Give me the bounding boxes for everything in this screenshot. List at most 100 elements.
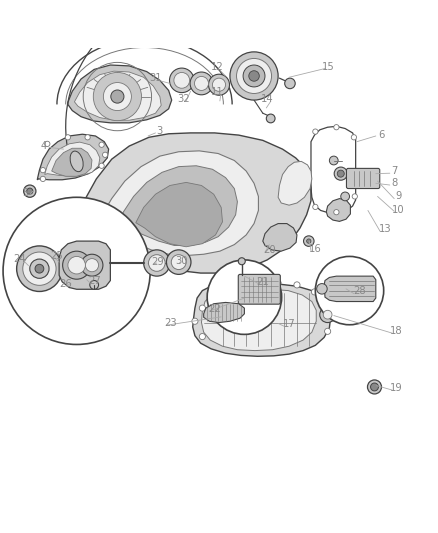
Circle shape [199, 334, 205, 340]
Text: 30: 30 [176, 256, 188, 266]
Circle shape [170, 68, 194, 93]
Circle shape [190, 72, 213, 95]
Circle shape [294, 282, 300, 288]
Polygon shape [278, 161, 312, 205]
Circle shape [311, 289, 318, 295]
Circle shape [199, 305, 205, 311]
Circle shape [334, 167, 347, 180]
Text: 6: 6 [378, 130, 384, 140]
Polygon shape [201, 288, 316, 351]
Circle shape [255, 280, 261, 286]
Circle shape [329, 156, 338, 165]
Circle shape [320, 307, 336, 322]
Circle shape [315, 256, 384, 325]
Circle shape [27, 188, 33, 194]
Polygon shape [68, 65, 172, 123]
Circle shape [45, 141, 50, 147]
Circle shape [325, 301, 331, 307]
Text: 28: 28 [353, 286, 365, 296]
Circle shape [317, 284, 327, 294]
Circle shape [65, 135, 71, 140]
Circle shape [3, 197, 150, 344]
Text: 20: 20 [263, 245, 276, 255]
Text: 9: 9 [396, 191, 402, 201]
Polygon shape [324, 276, 376, 302]
Circle shape [40, 167, 46, 173]
Text: 10: 10 [392, 205, 405, 215]
Circle shape [24, 185, 36, 197]
Text: 5: 5 [22, 188, 28, 198]
Text: 26: 26 [59, 279, 72, 289]
Circle shape [334, 209, 339, 215]
Text: 3: 3 [157, 126, 163, 136]
Circle shape [102, 152, 108, 157]
Circle shape [326, 314, 332, 320]
FancyBboxPatch shape [346, 168, 380, 189]
Text: 27: 27 [88, 276, 101, 286]
Polygon shape [204, 302, 244, 322]
Text: 23: 23 [165, 318, 177, 328]
Polygon shape [116, 166, 237, 246]
Circle shape [85, 135, 90, 140]
Text: 14: 14 [261, 94, 273, 104]
Circle shape [166, 250, 191, 274]
Ellipse shape [70, 151, 83, 172]
Circle shape [148, 255, 165, 271]
Circle shape [371, 383, 378, 391]
Circle shape [63, 251, 91, 279]
Circle shape [68, 256, 85, 274]
Circle shape [90, 280, 99, 289]
Circle shape [249, 71, 259, 81]
Circle shape [304, 236, 314, 246]
Text: 29: 29 [151, 257, 164, 267]
Text: 21: 21 [256, 277, 269, 287]
Circle shape [341, 192, 350, 201]
Circle shape [313, 204, 318, 209]
Circle shape [325, 328, 331, 334]
Text: 32: 32 [178, 94, 190, 104]
Circle shape [237, 59, 272, 93]
Polygon shape [326, 199, 350, 221]
Text: 17: 17 [283, 319, 296, 329]
Circle shape [334, 125, 339, 130]
Text: 7: 7 [391, 166, 397, 176]
Circle shape [323, 310, 332, 319]
Circle shape [35, 264, 44, 273]
Text: 18: 18 [390, 326, 403, 336]
Circle shape [85, 259, 99, 272]
Circle shape [93, 72, 141, 120]
Circle shape [212, 78, 226, 91]
Polygon shape [68, 133, 311, 273]
Polygon shape [263, 223, 297, 251]
Circle shape [237, 280, 243, 286]
Circle shape [192, 318, 198, 324]
Text: 31: 31 [149, 73, 162, 83]
Text: 22: 22 [208, 304, 221, 314]
Circle shape [99, 163, 104, 168]
Circle shape [313, 129, 318, 134]
Circle shape [208, 74, 230, 95]
Circle shape [144, 250, 170, 276]
Text: 12: 12 [210, 62, 223, 72]
Text: 13: 13 [379, 224, 392, 235]
Circle shape [238, 258, 245, 265]
Circle shape [352, 194, 357, 199]
Circle shape [17, 246, 62, 292]
Circle shape [285, 78, 295, 88]
Circle shape [171, 255, 186, 270]
FancyBboxPatch shape [238, 274, 280, 304]
Text: 8: 8 [391, 178, 397, 188]
Polygon shape [52, 148, 92, 176]
Circle shape [275, 280, 281, 286]
Polygon shape [136, 182, 223, 247]
Circle shape [174, 72, 190, 88]
Circle shape [103, 83, 131, 110]
Text: 19: 19 [390, 383, 403, 393]
Text: 25: 25 [50, 251, 64, 261]
Text: 15: 15 [322, 62, 335, 72]
Circle shape [23, 252, 56, 285]
Circle shape [218, 281, 224, 287]
Circle shape [307, 239, 311, 243]
Polygon shape [45, 142, 100, 176]
Circle shape [367, 380, 381, 394]
